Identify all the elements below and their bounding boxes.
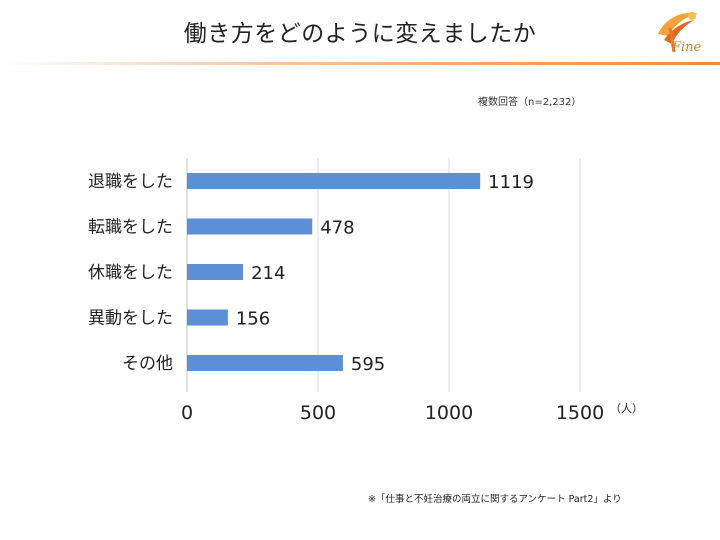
unit-label: （人） — [610, 402, 643, 415]
logo-text: Fine — [672, 40, 702, 55]
data-label: 214 — [251, 263, 285, 284]
x-tick-label: 500 — [300, 402, 336, 424]
bar — [187, 355, 343, 371]
category-label: 休職をした — [88, 263, 173, 283]
page-title: 働き方をどのように変えましたか — [183, 21, 537, 47]
bar — [187, 173, 481, 189]
data-label: 1119 — [488, 172, 534, 193]
bar — [187, 309, 228, 326]
category-label: 転職をした — [88, 218, 173, 238]
bar — [187, 218, 313, 235]
data-label: 595 — [351, 354, 385, 375]
data-label: 478 — [320, 218, 354, 239]
header-divider — [0, 62, 720, 65]
sample-note: 複数回答（n=2,232） — [478, 97, 582, 108]
x-tick-label: 0 — [181, 402, 193, 424]
data-label: 156 — [236, 309, 270, 330]
x-tick-label: 1500 — [556, 402, 604, 424]
x-tick-label: 1000 — [425, 402, 473, 424]
fine-logo-icon — [658, 12, 698, 53]
source-note: ※「仕事と不妊治療の両立に関するアンケート Part2」より — [368, 494, 622, 505]
category-label: 退職をした — [88, 172, 173, 192]
category-label: 異動をした — [88, 309, 173, 329]
bar — [187, 264, 244, 280]
category-label: その他 — [122, 354, 173, 374]
